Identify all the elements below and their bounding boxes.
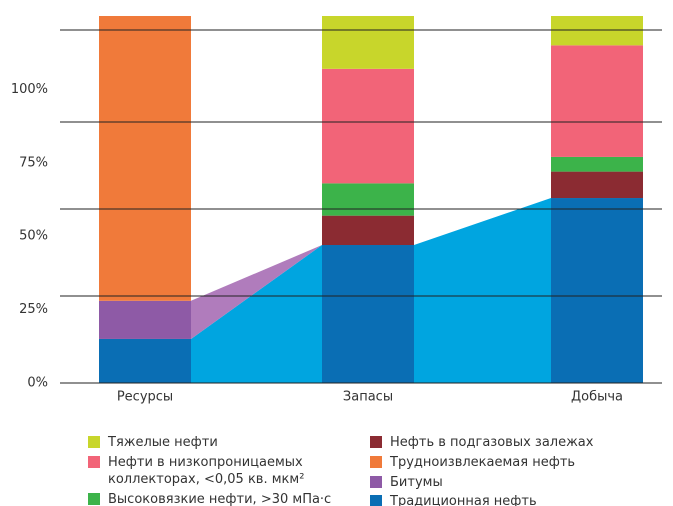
legend-swatch — [88, 436, 100, 448]
legend-swatch — [370, 476, 382, 488]
x-tick-label: Запасы — [343, 390, 393, 405]
y-tick-label: 25% — [19, 302, 48, 317]
legend-item: Нефть в подгазовых залежах — [370, 434, 620, 451]
legend-swatch — [88, 456, 100, 468]
chart: 0% 25% 50% 75% 100% Ресурсы Запасы Добыча — [11, 16, 662, 405]
bar-segment — [551, 171, 643, 199]
legend-label: Нефть в подгазовых залежах — [390, 435, 594, 450]
bar-segment — [322, 68, 414, 184]
y-tick-label: 50% — [19, 229, 48, 244]
x-tick-label: Добыча — [571, 390, 623, 405]
bar-segment — [551, 198, 643, 383]
bar-segment — [322, 215, 414, 246]
legend-label: Традиционная нефть — [390, 494, 537, 506]
legend-item: Нефти в низкопроницаемых коллекторах, <0… — [88, 454, 308, 488]
bar-segment — [99, 16, 191, 301]
legend-label: Нефти в низкопроницаемых коллекторах, <0… — [108, 455, 305, 487]
legend-swatch — [370, 456, 382, 468]
legend-label: Битумы — [390, 475, 443, 490]
bar-segment — [99, 338, 191, 383]
legend-label: Трудноизвлекаемая нефть — [390, 455, 576, 470]
bar-segment — [551, 16, 643, 46]
legend-swatch — [370, 436, 382, 448]
bar-segment — [551, 156, 643, 172]
connector-area — [191, 245, 322, 339]
legend-item: Трудноизвлекаемая нефть — [370, 454, 620, 471]
connector-area — [191, 245, 322, 383]
legend-item: Традиционная нефть — [370, 493, 620, 506]
y-tick-label: 100% — [11, 82, 48, 97]
bar-segment — [322, 183, 414, 216]
legend-item: Битумы — [370, 474, 620, 491]
bar-segment — [322, 245, 414, 383]
connector-area — [414, 198, 551, 383]
legend-swatch — [370, 495, 382, 506]
bar-segment — [551, 45, 643, 157]
legend-item: Тяжелые нефти — [88, 434, 338, 451]
bar-segment — [99, 300, 191, 339]
y-tick-label: 75% — [19, 155, 48, 170]
y-tick-label: 0% — [27, 376, 48, 391]
legend-swatch — [88, 493, 100, 505]
legend-label: Высоковязкие нефти, >30 мПа·с — [108, 492, 332, 506]
bar-segment — [322, 16, 414, 69]
legend-label: Тяжелые нефти — [108, 435, 218, 450]
x-tick-label: Ресурсы — [117, 390, 173, 405]
connector-area — [414, 198, 551, 246]
legend-item: Высоковязкие нефти, >30 мПа·с — [88, 491, 338, 506]
